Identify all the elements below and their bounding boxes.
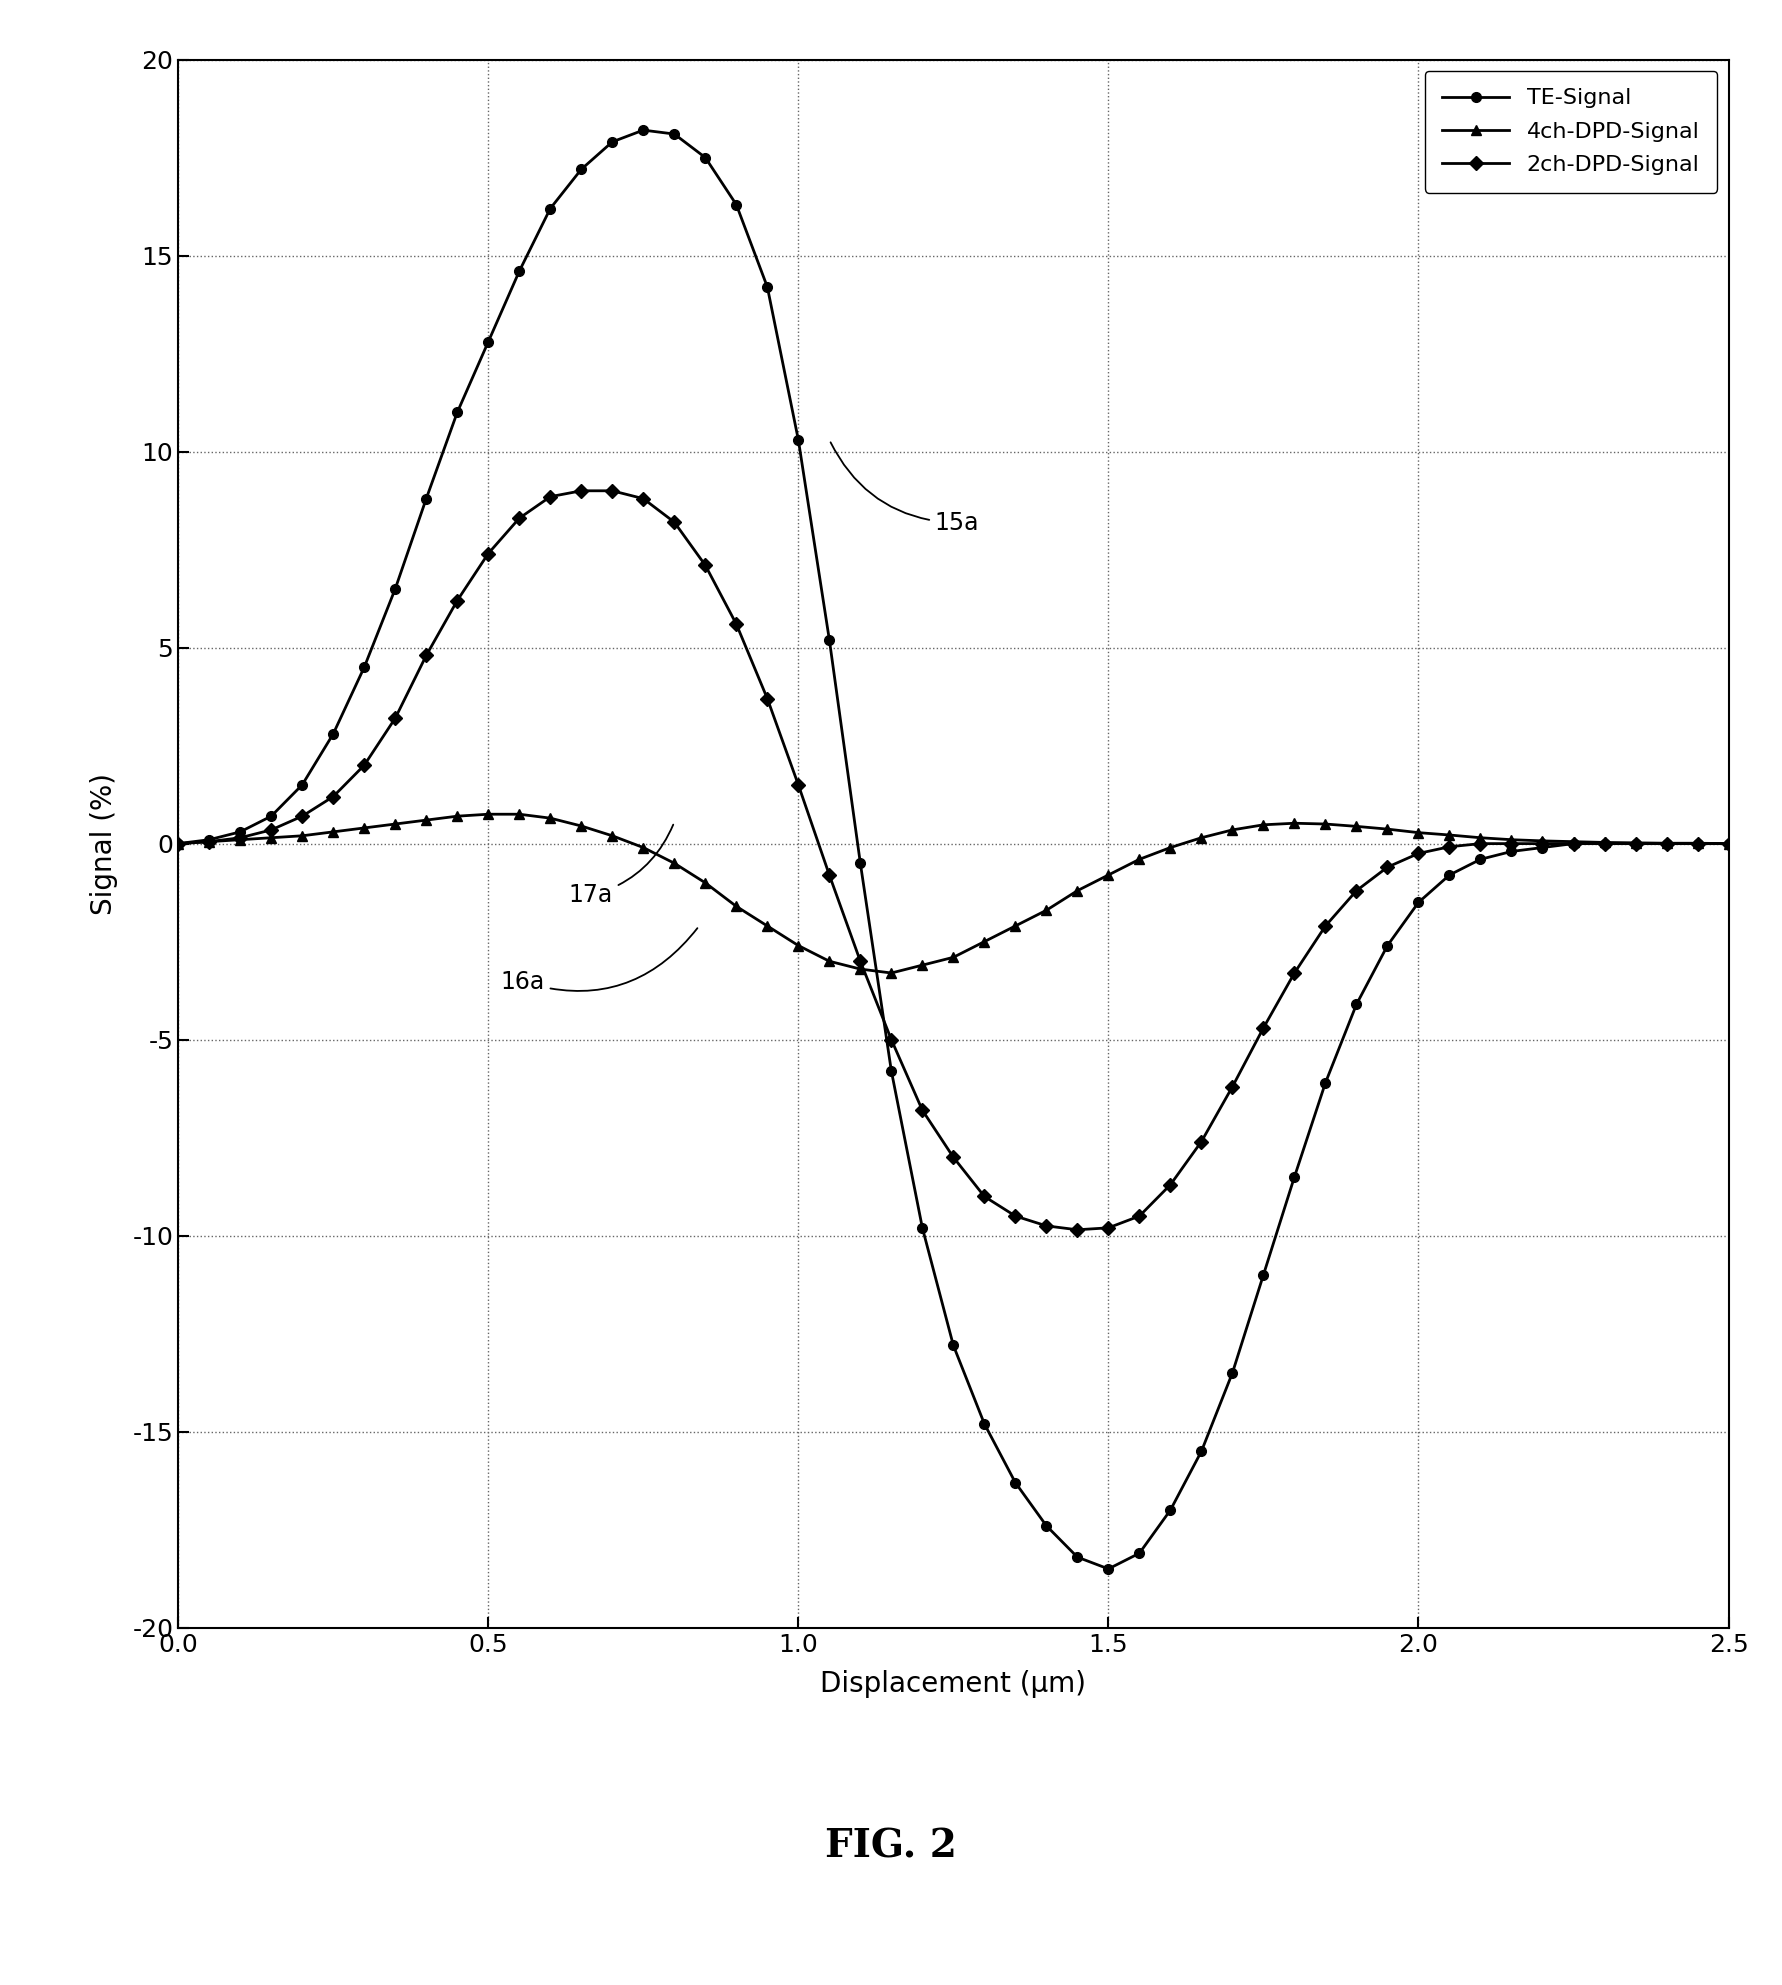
2ch-DPD-Signal [1345, 879, 1367, 903]
4ch-DPD-Signal [663, 852, 684, 875]
2ch-DPD-Signal [508, 506, 529, 530]
TE-Signal [1688, 832, 1709, 856]
4ch-DPD-Signal [1253, 814, 1274, 838]
TE-Signal [663, 123, 684, 147]
Y-axis label: Signal (%): Signal (%) [91, 772, 118, 915]
Line: 4ch-DPD-Signal: 4ch-DPD-Signal [173, 810, 1734, 979]
4ch-DPD-Signal [1688, 832, 1709, 856]
2ch-DPD-Signal [1253, 1016, 1274, 1040]
TE-Signal [508, 260, 529, 284]
4ch-DPD-Signal [1718, 832, 1739, 856]
Line: TE-Signal: TE-Signal [173, 125, 1734, 1574]
4ch-DPD-Signal [1345, 814, 1367, 838]
Text: FIG. 2: FIG. 2 [825, 1826, 957, 1866]
Text: 15a: 15a [830, 443, 980, 536]
TE-Signal [1253, 1262, 1274, 1286]
2ch-DPD-Signal [168, 832, 189, 856]
2ch-DPD-Signal [1718, 832, 1739, 856]
4ch-DPD-Signal [478, 802, 499, 826]
X-axis label: Displacement (μm): Displacement (μm) [820, 1671, 1087, 1699]
Line: 2ch-DPD-Signal: 2ch-DPD-Signal [173, 486, 1734, 1235]
4ch-DPD-Signal [168, 832, 189, 856]
2ch-DPD-Signal [695, 554, 716, 578]
TE-Signal [1098, 1556, 1119, 1580]
2ch-DPD-Signal [1688, 832, 1709, 856]
4ch-DPD-Signal [880, 961, 902, 985]
4ch-DPD-Signal [695, 871, 716, 895]
4ch-DPD-Signal [540, 806, 561, 830]
Text: 16a: 16a [501, 929, 697, 994]
2ch-DPD-Signal [570, 478, 592, 502]
TE-Signal [1345, 992, 1367, 1016]
Text: 17a: 17a [568, 824, 674, 907]
TE-Signal [633, 119, 654, 143]
TE-Signal [695, 145, 716, 169]
2ch-DPD-Signal [663, 510, 684, 534]
Legend: TE-Signal, 4ch-DPD-Signal, 2ch-DPD-Signal: TE-Signal, 4ch-DPD-Signal, 2ch-DPD-Signa… [1424, 71, 1718, 193]
2ch-DPD-Signal [1067, 1219, 1089, 1243]
TE-Signal [1718, 832, 1739, 856]
TE-Signal [168, 832, 189, 856]
